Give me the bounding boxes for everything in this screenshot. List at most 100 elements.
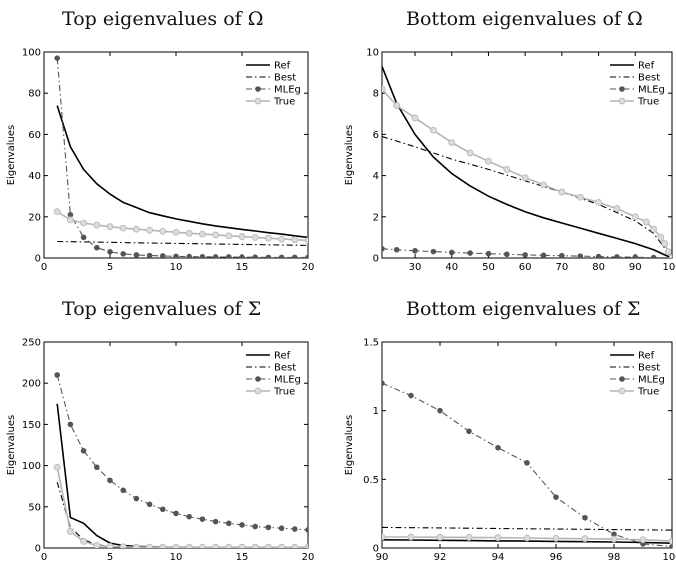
plot-area: 0 5 10 15 20 0 20 40 60 80 100 Eigenvalues RefBestML…	[6, 48, 315, 274]
legend-label: Ref	[638, 351, 655, 362]
data-point-true	[429, 126, 437, 134]
data-point-mleg	[199, 516, 206, 522]
y-tick-label: 40	[28, 171, 41, 182]
data-point-mleg	[54, 372, 60, 378]
data-point-true	[265, 543, 272, 548]
chart-title: Top eigenvalues of Ω	[62, 8, 264, 30]
data-point-true	[521, 174, 529, 182]
legend-label: Best	[638, 73, 660, 84]
data-point-true	[657, 233, 665, 241]
data-point-mleg	[382, 380, 385, 386]
data-point-mleg	[146, 501, 153, 508]
data-point-mleg	[107, 477, 113, 484]
x-tick-label: 20	[302, 262, 315, 273]
legend-marker	[618, 387, 626, 395]
y-tick-label: 200	[22, 379, 41, 390]
data-point-mleg	[382, 245, 385, 252]
data-point-mleg	[239, 254, 245, 258]
y-tick-label: 0	[373, 254, 379, 265]
data-point-true	[132, 225, 140, 233]
data-point-mleg	[466, 428, 472, 435]
y-tick-label: 100	[22, 461, 41, 472]
data-point-mleg	[265, 524, 272, 531]
chart-bottom-sigma: Bottom eigenvalues of Σ 90 92 94 96 98 100 0 0.…	[338, 290, 676, 562]
series-line-best	[382, 135, 672, 258]
data-point-mleg	[80, 234, 87, 241]
x-tick-label: 90	[376, 552, 389, 562]
data-point-mleg	[540, 252, 547, 258]
data-point-mleg	[504, 251, 510, 258]
data-point-mleg	[437, 407, 443, 414]
legend-label: Best	[274, 73, 296, 84]
data-point-mleg	[408, 392, 414, 399]
data-point-true	[225, 543, 233, 548]
chart-top-sigma: Top eigenvalues of Σ 0 5 10 15 20 0 50 100 150 20…	[0, 290, 338, 562]
y-axis-label: Eigenvalues	[344, 125, 355, 185]
data-point-true	[185, 543, 193, 548]
data-point-mleg	[120, 487, 126, 494]
y-tick-label: 20	[28, 212, 41, 223]
y-axis-label: Eigenvalues	[6, 125, 17, 185]
data-point-mleg	[120, 251, 126, 257]
y-tick-label: 8	[373, 89, 379, 100]
data-point-mleg	[212, 254, 219, 258]
data-point-mleg	[212, 518, 219, 525]
series-line-true	[382, 88, 672, 258]
data-point-true	[523, 534, 531, 542]
data-point-true	[278, 543, 285, 548]
data-point-true	[106, 542, 114, 548]
x-tick-label: 94	[492, 552, 505, 562]
data-point-true	[581, 535, 589, 543]
data-point-mleg	[524, 460, 530, 466]
data-point-true	[53, 463, 61, 471]
data-point-true	[661, 240, 669, 247]
x-tick-label: 15	[236, 262, 249, 273]
series-line-best	[56, 481, 308, 548]
data-point-mleg	[485, 250, 492, 257]
data-point-true	[382, 85, 386, 93]
data-point-true	[172, 228, 180, 236]
axes-frame	[381, 341, 673, 549]
series-line-best	[382, 526, 672, 531]
data-point-mleg	[412, 247, 418, 254]
x-tick-label: 40	[445, 262, 458, 273]
data-point-true	[304, 543, 308, 548]
data-point-mleg	[291, 526, 298, 532]
x-tick-label: 98	[608, 552, 621, 562]
x-tick-label: 92	[434, 552, 447, 562]
data-point-mleg	[94, 464, 100, 471]
y-axis-label: Eigenvalues	[344, 415, 355, 475]
y-tick-label: 10	[366, 48, 379, 59]
data-point-mleg	[160, 506, 166, 513]
data-point-true	[613, 205, 621, 212]
series-line-mleg	[382, 248, 672, 258]
y-tick-label: 250	[22, 338, 41, 349]
chart-title: Bottom eigenvalues of Σ	[406, 298, 641, 320]
x-tick-label: 100	[662, 262, 676, 273]
data-point-mleg	[553, 494, 559, 500]
data-point-mleg	[305, 254, 308, 258]
data-point-mleg	[199, 253, 206, 258]
data-point-mleg	[265, 254, 272, 258]
data-point-true	[251, 233, 259, 241]
x-tick-label: 10	[170, 552, 183, 562]
y-axis-label: Eigenvalues	[6, 415, 17, 475]
data-point-true	[67, 528, 74, 535]
x-tick-label: 60	[519, 262, 532, 273]
legend-label: MLEg	[638, 375, 665, 386]
data-point-mleg	[495, 444, 501, 451]
data-point-true	[172, 543, 180, 548]
plot-area: 30 40 50 60 70 80 90 100 0 2 4 6 8 10 Eigenvalues RefBe…	[344, 48, 676, 274]
series-line-ref	[382, 66, 672, 258]
legend-label: MLEg	[274, 375, 301, 386]
series-line-best	[57, 240, 308, 246]
x-tick-label: 90	[629, 262, 642, 273]
data-point-true	[199, 543, 206, 548]
data-point-mleg	[94, 244, 100, 251]
legend-marker	[255, 376, 261, 382]
data-point-true	[494, 534, 502, 542]
legend-label: Ref	[274, 351, 291, 362]
data-point-true	[668, 254, 672, 258]
data-point-mleg	[448, 249, 455, 256]
legend-marker	[619, 376, 625, 382]
